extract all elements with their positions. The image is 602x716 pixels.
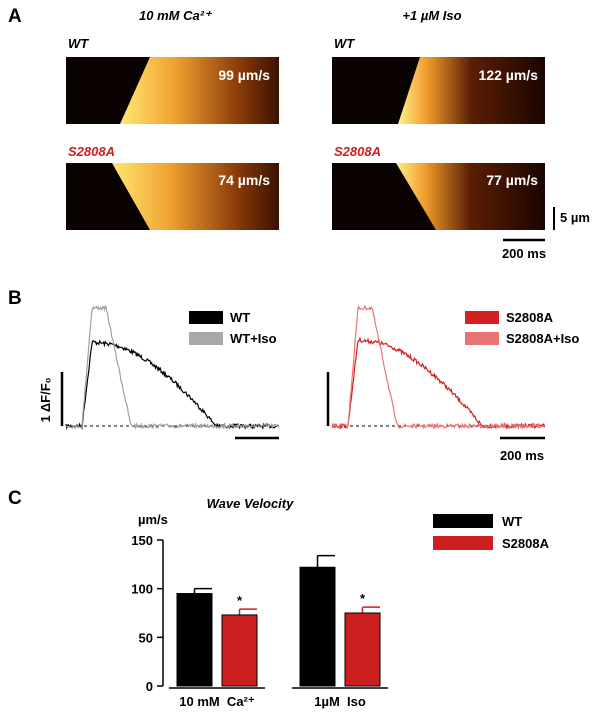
panel-label: C [8,488,22,509]
y-tick-label: 150 [131,533,153,548]
legend-label: S2808A+Iso [506,331,579,346]
legend-swatch [433,536,493,550]
velocity-label: 74 µm/s [218,172,270,188]
row-label: WT [334,36,355,51]
bar [221,614,258,687]
trace [331,336,546,430]
legend-label: WT [230,310,250,325]
linescan [332,57,545,124]
legend-swatch [433,514,493,528]
trace [65,305,279,430]
panel-label: B [8,288,22,309]
row-label: WT [68,36,89,51]
row-label: S2808A [68,144,115,159]
velocity-label: 99 µm/s [218,67,270,83]
y-tick-label: 50 [139,630,153,645]
y-tick-label: 0 [146,679,153,694]
bar [176,593,213,687]
linescan [66,163,279,230]
legend-label: S2808A [502,536,550,551]
legend-label: WT [502,514,522,529]
column-title: +1 µM Iso [402,8,461,23]
velocity-label: 122 µm/s [479,67,539,83]
significance-marker: * [360,591,366,606]
legend-swatch [465,332,499,345]
bar [299,566,336,687]
legend-swatch [189,332,223,345]
legend-label: WT+Iso [230,331,277,346]
y-axis-label: µm/s [138,512,168,527]
linescan [332,163,545,230]
x-tick-label: 1µM Iso [314,694,366,709]
panel-label: A [8,6,22,27]
legend-label: S2808A [506,310,554,325]
x-tick-label: 10 mM Ca²⁺ [179,694,255,709]
legend-swatch [465,311,499,324]
scale-label: 5 µm [560,210,590,225]
legend-swatch [189,311,223,324]
trace [65,339,280,431]
y-tick-label: 100 [131,582,153,597]
bar [344,612,381,687]
column-title: 10 mM Ca²⁺ [139,8,213,23]
trace [331,304,546,431]
significance-marker: * [237,593,243,608]
scale-label: 200 ms [502,246,546,261]
scale-label: 200 ms [500,448,544,463]
linescan [66,57,279,124]
traces [65,304,546,431]
chart-title: Wave Velocity [207,496,294,511]
velocity-label: 77 µm/s [486,172,538,188]
scale-label: 1 ΔF/F₀ [38,377,53,422]
row-label: S2808A [334,144,381,159]
